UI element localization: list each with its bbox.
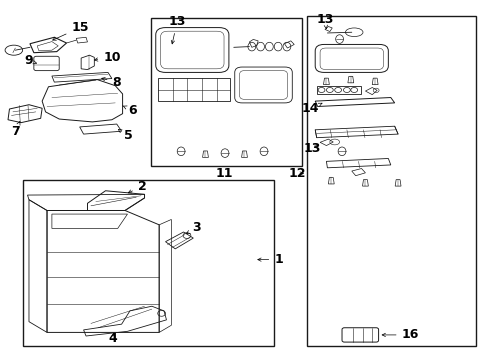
Text: 15: 15 bbox=[53, 21, 89, 40]
Bar bbox=[306, 16, 475, 346]
Text: 13: 13 bbox=[168, 15, 185, 44]
Bar bbox=[151, 18, 302, 166]
Bar bbox=[158, 78, 230, 101]
Text: 8: 8 bbox=[102, 76, 121, 89]
Text: 4: 4 bbox=[108, 332, 117, 345]
Text: 14: 14 bbox=[301, 103, 322, 116]
Text: 7: 7 bbox=[11, 122, 20, 138]
Text: 16: 16 bbox=[381, 328, 418, 341]
Text: 12: 12 bbox=[288, 167, 305, 180]
Text: 5: 5 bbox=[118, 129, 133, 143]
Text: 1: 1 bbox=[257, 253, 283, 266]
Text: 13: 13 bbox=[316, 13, 333, 29]
Text: 6: 6 bbox=[122, 104, 136, 117]
Bar bbox=[316, 86, 360, 94]
Text: 13: 13 bbox=[303, 142, 320, 155]
Text: 11: 11 bbox=[215, 167, 232, 180]
Bar bbox=[22, 180, 273, 346]
Text: 10: 10 bbox=[94, 51, 121, 64]
Text: 9: 9 bbox=[24, 54, 37, 67]
Text: 2: 2 bbox=[128, 180, 146, 193]
Text: 3: 3 bbox=[186, 221, 201, 234]
